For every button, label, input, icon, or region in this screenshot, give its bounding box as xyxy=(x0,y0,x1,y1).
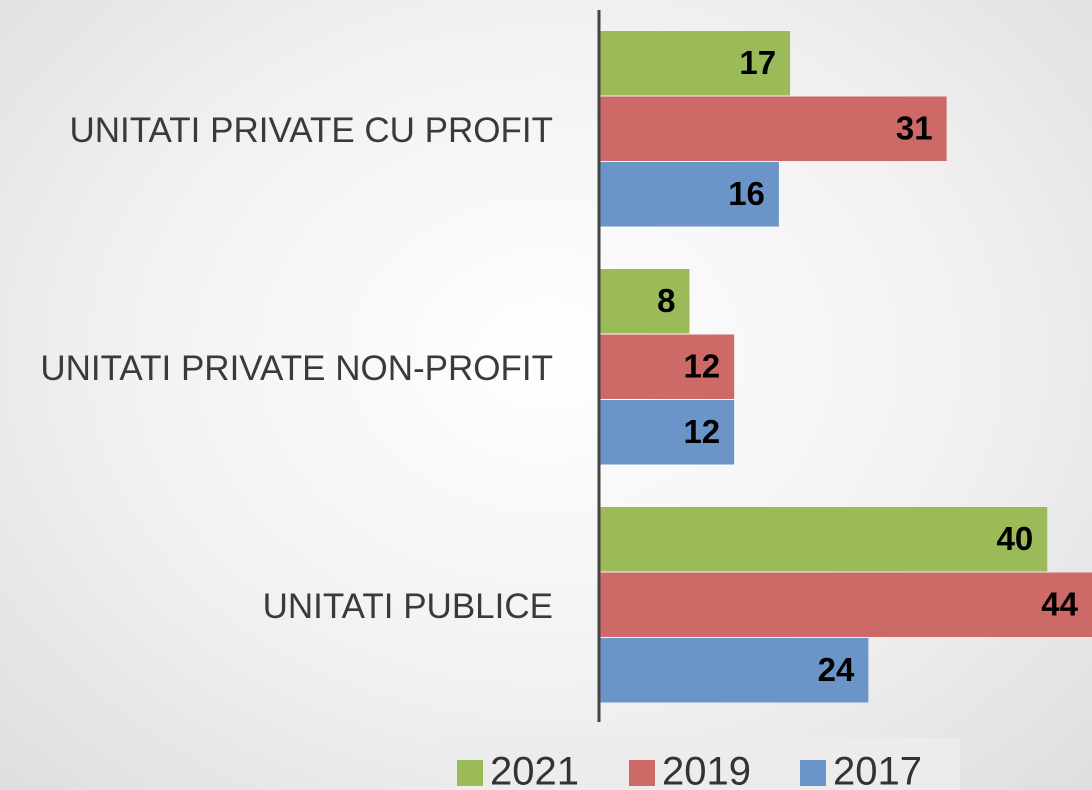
category-label: UNITATI PUBLICE xyxy=(262,587,553,627)
legend-swatch xyxy=(800,760,826,786)
category-label: UNITATI PRIVATE CU PROFIT xyxy=(69,111,553,151)
legend-label: 2021 xyxy=(490,750,579,790)
bar xyxy=(600,638,869,703)
bar xyxy=(600,269,690,334)
value-label: 12 xyxy=(683,347,720,384)
bar xyxy=(600,572,1092,637)
bar xyxy=(600,96,947,161)
category-label: UNITATI PRIVATE NON-PROFIT xyxy=(40,349,553,389)
legend-swatch xyxy=(629,760,655,786)
legend-label: 2017 xyxy=(833,750,922,790)
bar xyxy=(600,334,735,399)
value-label: 8 xyxy=(657,282,675,319)
value-label: 44 xyxy=(1041,585,1078,622)
legend-label: 2019 xyxy=(662,750,751,790)
bar xyxy=(600,400,735,465)
bar xyxy=(600,31,791,96)
bar xyxy=(600,507,1048,572)
value-label: 12 xyxy=(683,413,720,450)
value-label: 17 xyxy=(739,44,776,81)
value-label: 16 xyxy=(728,175,765,212)
value-label: 31 xyxy=(896,109,933,146)
legend-swatch xyxy=(457,760,483,786)
value-label: 40 xyxy=(997,520,1034,557)
bar xyxy=(600,162,779,227)
value-label: 24 xyxy=(818,651,855,688)
legend-box xyxy=(440,738,960,790)
